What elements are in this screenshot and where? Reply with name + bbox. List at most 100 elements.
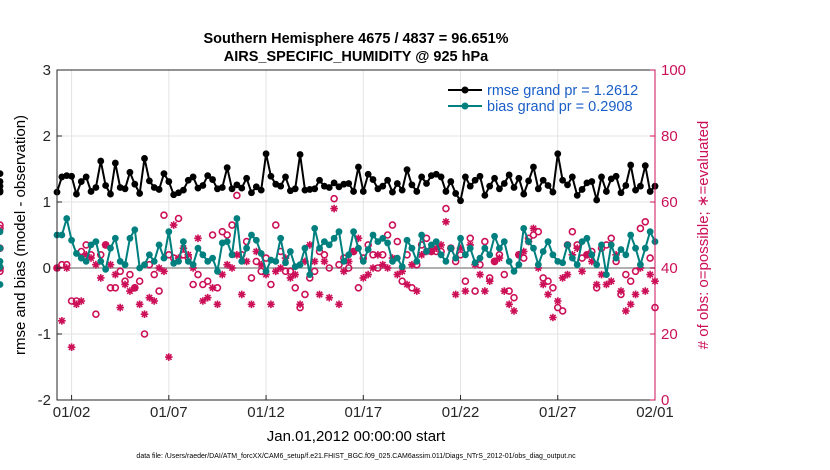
evaluated-obs-marker bbox=[417, 251, 426, 259]
bias-point bbox=[194, 244, 202, 252]
rmse-point bbox=[218, 184, 226, 191]
evaluated-obs-marker bbox=[617, 287, 625, 295]
evaluated-obs-marker bbox=[320, 257, 329, 266]
bias-point bbox=[199, 251, 207, 259]
evaluated-obs-marker bbox=[325, 293, 334, 302]
possible-obs-marker bbox=[510, 293, 518, 302]
y-tick-label: 2 bbox=[43, 128, 51, 145]
possible-obs-marker bbox=[247, 274, 256, 282]
bias-point bbox=[510, 267, 518, 275]
bias-point bbox=[116, 258, 124, 265]
bias-point bbox=[491, 232, 498, 240]
rmse-point bbox=[476, 172, 484, 180]
rmse-point bbox=[73, 190, 80, 198]
bias-point bbox=[457, 234, 464, 242]
rmse-point bbox=[126, 168, 134, 176]
rmse-point bbox=[223, 164, 231, 172]
possible-obs-marker bbox=[67, 297, 76, 305]
bias-point bbox=[233, 215, 241, 222]
evaluated-obs-marker bbox=[393, 270, 402, 279]
bias-point bbox=[408, 244, 416, 252]
evaluated-obs-marker bbox=[549, 313, 557, 322]
possible-obs-marker bbox=[271, 221, 280, 229]
rmse-point bbox=[452, 190, 460, 197]
possible-obs-marker bbox=[461, 277, 470, 286]
evaluated-obs-marker bbox=[199, 297, 207, 305]
rmse-point bbox=[92, 184, 100, 191]
evaluated-obs-marker bbox=[208, 284, 217, 292]
chart-title: Southern Hemisphere 4675 / 4837 = 96.651… bbox=[203, 31, 508, 47]
bias-point bbox=[573, 261, 581, 269]
rmse-point bbox=[573, 192, 581, 199]
rmse-point bbox=[481, 192, 489, 199]
bias-point bbox=[520, 225, 528, 232]
rmse-point bbox=[554, 150, 562, 158]
evaluated-obs-marker bbox=[442, 218, 450, 226]
rmse-point bbox=[330, 179, 338, 187]
possible-obs-marker bbox=[0, 224, 4, 233]
bias-point bbox=[296, 261, 304, 269]
possible-obs-marker bbox=[549, 283, 557, 292]
bias-line bbox=[57, 217, 656, 276]
bias-point bbox=[393, 254, 401, 262]
possible-obs-marker bbox=[568, 227, 577, 236]
rmse-point bbox=[515, 174, 523, 182]
rmse-point bbox=[87, 188, 95, 195]
bias-point bbox=[476, 254, 484, 262]
possible-obs-marker bbox=[325, 264, 334, 272]
evaluated-obs-marker bbox=[378, 260, 387, 269]
evaluated-obs-marker bbox=[92, 260, 100, 269]
possible-obs-marker bbox=[544, 277, 552, 286]
possible-obs-marker bbox=[92, 310, 100, 319]
evaluated-obs-marker bbox=[72, 300, 81, 309]
evaluated-obs-marker bbox=[408, 260, 416, 269]
evaluated-obs-marker bbox=[432, 244, 441, 252]
possible-obs-marker bbox=[301, 290, 309, 299]
bias-point bbox=[175, 258, 182, 265]
possible-obs-marker bbox=[310, 267, 319, 276]
evaluated-obs-marker bbox=[233, 251, 241, 259]
bias-point bbox=[145, 251, 153, 259]
bias-point bbox=[160, 254, 168, 262]
bias-point bbox=[646, 228, 654, 236]
rmse-point bbox=[637, 182, 644, 190]
possible-obs-marker bbox=[150, 270, 159, 279]
rmse-point bbox=[257, 186, 265, 194]
rmse-point bbox=[466, 182, 474, 190]
possible-obs-marker bbox=[393, 237, 402, 246]
possible-obs-marker bbox=[481, 237, 489, 246]
evaluated-obs-marker bbox=[276, 264, 285, 272]
rmse-point bbox=[500, 180, 508, 187]
evaluated-obs-marker bbox=[553, 297, 562, 305]
bias-point bbox=[593, 261, 601, 269]
rmse-point bbox=[0, 170, 4, 178]
bias-point bbox=[63, 215, 71, 222]
rmse-point bbox=[165, 178, 173, 185]
rmse-point bbox=[588, 178, 596, 185]
bias-point bbox=[466, 244, 474, 252]
evaluated-obs-marker bbox=[403, 280, 411, 289]
evaluated-obs-marker bbox=[476, 270, 484, 279]
bias-point bbox=[286, 248, 294, 255]
bias-point bbox=[189, 261, 197, 269]
rmse-point bbox=[510, 184, 518, 191]
evaluated-obs-marker bbox=[369, 264, 377, 272]
rmse-point bbox=[539, 176, 547, 184]
rmse-point bbox=[282, 173, 289, 181]
rmse-point bbox=[277, 182, 285, 190]
y-tick-label: -1 bbox=[38, 326, 51, 343]
bias-point bbox=[447, 244, 455, 252]
possible-obs-marker bbox=[174, 214, 183, 223]
bias-point bbox=[97, 258, 105, 265]
y2-tick-label: 40 bbox=[661, 260, 678, 277]
evaluated-obs-marker bbox=[529, 224, 538, 233]
rmse-point bbox=[617, 189, 625, 197]
rmse-point bbox=[496, 185, 503, 193]
evaluated-obs-marker bbox=[495, 254, 504, 262]
data-file-footnote: data file: /Users/raeder/DAI/ATM_forcXX/… bbox=[136, 453, 576, 460]
evaluated-obs-marker bbox=[223, 260, 231, 269]
chart-subtitle: AIRS_SPECIFIC_HUMIDITY @ 925 hPa bbox=[224, 49, 489, 65]
rmse-point bbox=[233, 181, 241, 189]
bias-point bbox=[214, 267, 221, 275]
rmse-point bbox=[457, 197, 464, 205]
